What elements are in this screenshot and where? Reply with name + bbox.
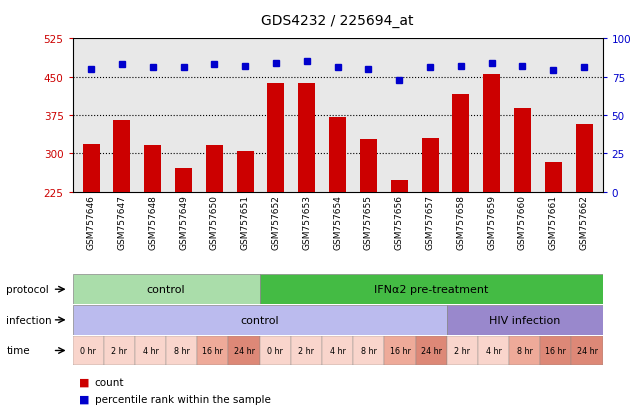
Text: 0 hr: 0 hr (80, 346, 96, 355)
Text: 24 hr: 24 hr (421, 346, 442, 355)
Text: GDS4232 / 225694_at: GDS4232 / 225694_at (261, 14, 414, 28)
Text: ■: ■ (79, 394, 90, 404)
Text: 2 hr: 2 hr (298, 346, 314, 355)
Bar (509, 336, 540, 366)
Bar (384, 336, 416, 366)
Text: protocol: protocol (6, 285, 49, 294)
Bar (73, 336, 103, 366)
Bar (514, 109, 531, 192)
Bar (575, 124, 593, 192)
Text: HIV infection: HIV infection (489, 315, 560, 325)
Text: control: control (147, 285, 186, 294)
Bar (103, 336, 135, 366)
Bar (329, 118, 346, 192)
Text: percentile rank within the sample: percentile rank within the sample (95, 394, 271, 404)
Bar (259, 336, 291, 366)
Text: time: time (6, 346, 30, 356)
Bar (391, 180, 408, 192)
Text: 24 hr: 24 hr (233, 346, 254, 355)
Bar (198, 336, 228, 366)
Bar (545, 162, 562, 192)
Bar (298, 84, 316, 192)
Bar (478, 336, 509, 366)
Text: infection: infection (6, 315, 52, 325)
Bar (206, 146, 223, 192)
Bar (135, 336, 166, 366)
Bar (360, 140, 377, 192)
Bar (447, 305, 603, 335)
Text: 4 hr: 4 hr (329, 346, 346, 355)
Bar (322, 336, 353, 366)
Text: 8 hr: 8 hr (174, 346, 190, 355)
Text: 8 hr: 8 hr (517, 346, 533, 355)
Text: control: control (240, 315, 279, 325)
Text: ■: ■ (79, 377, 90, 387)
Bar (353, 336, 384, 366)
Bar (237, 151, 254, 192)
Text: 8 hr: 8 hr (361, 346, 377, 355)
Text: 24 hr: 24 hr (577, 346, 598, 355)
Bar (291, 336, 322, 366)
Text: 0 hr: 0 hr (268, 346, 283, 355)
Bar (73, 275, 259, 304)
Bar (175, 168, 192, 192)
Text: 2 hr: 2 hr (111, 346, 127, 355)
Bar (268, 83, 285, 192)
Bar (540, 336, 572, 366)
Bar (259, 275, 603, 304)
Bar (483, 75, 500, 192)
Text: 16 hr: 16 hr (545, 346, 566, 355)
Bar (114, 121, 131, 192)
Text: IFNα2 pre-treatment: IFNα2 pre-treatment (374, 285, 488, 294)
Bar (422, 139, 439, 192)
Bar (228, 336, 259, 366)
Bar (452, 95, 469, 192)
Text: count: count (95, 377, 124, 387)
Bar (144, 146, 161, 192)
Bar (447, 336, 478, 366)
Bar (416, 336, 447, 366)
Text: 4 hr: 4 hr (485, 346, 502, 355)
Bar (73, 305, 447, 335)
Text: 16 hr: 16 hr (389, 346, 410, 355)
Text: 16 hr: 16 hr (203, 346, 223, 355)
Bar (166, 336, 198, 366)
Bar (572, 336, 603, 366)
Text: 2 hr: 2 hr (454, 346, 470, 355)
Bar (83, 145, 100, 192)
Text: 4 hr: 4 hr (143, 346, 158, 355)
